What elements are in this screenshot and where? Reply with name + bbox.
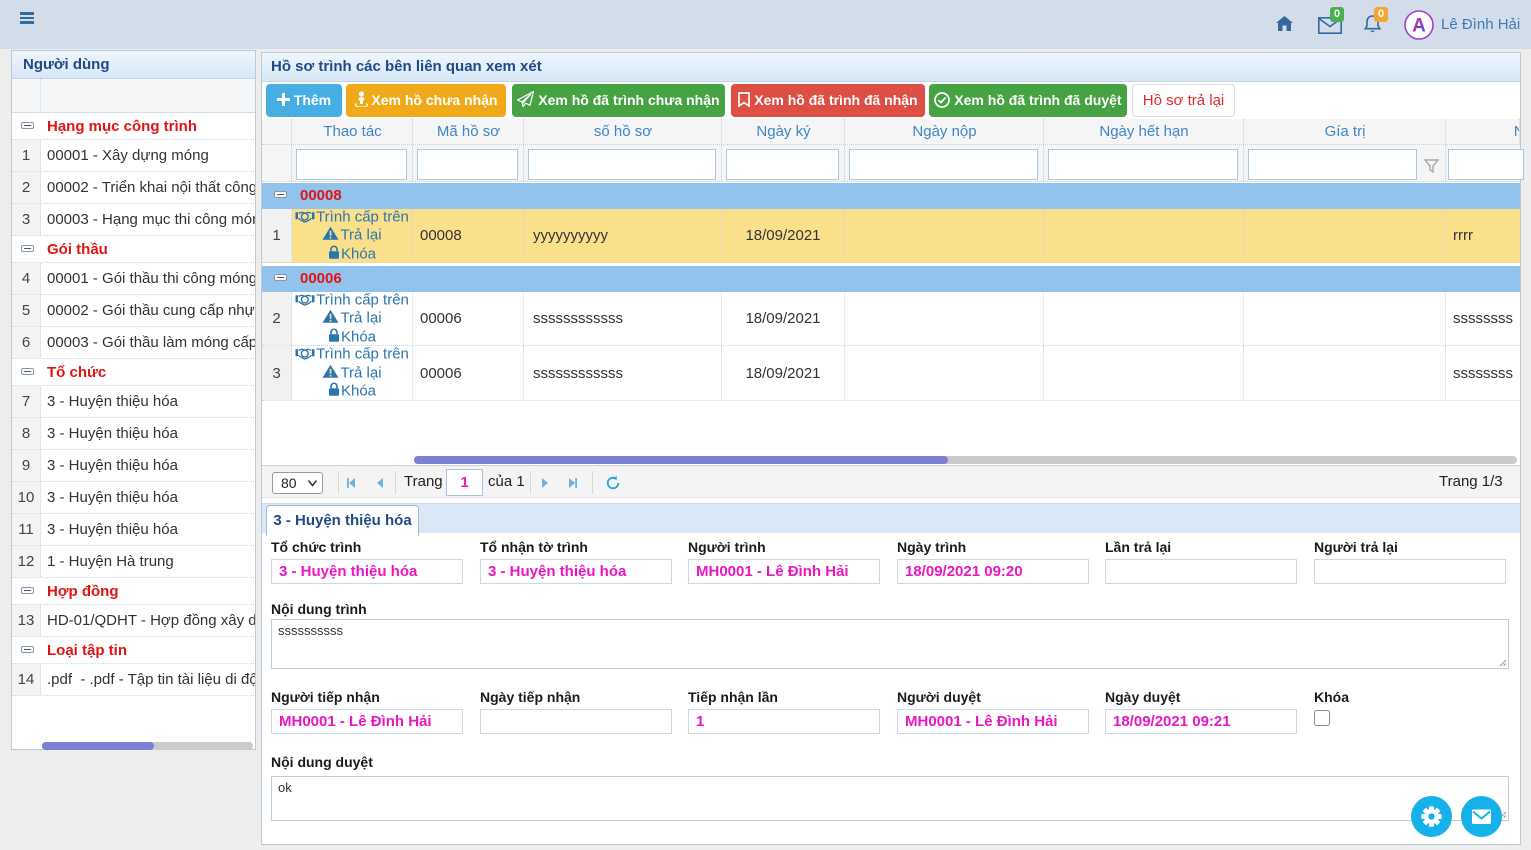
svg-text:A: A (1412, 16, 1426, 37)
